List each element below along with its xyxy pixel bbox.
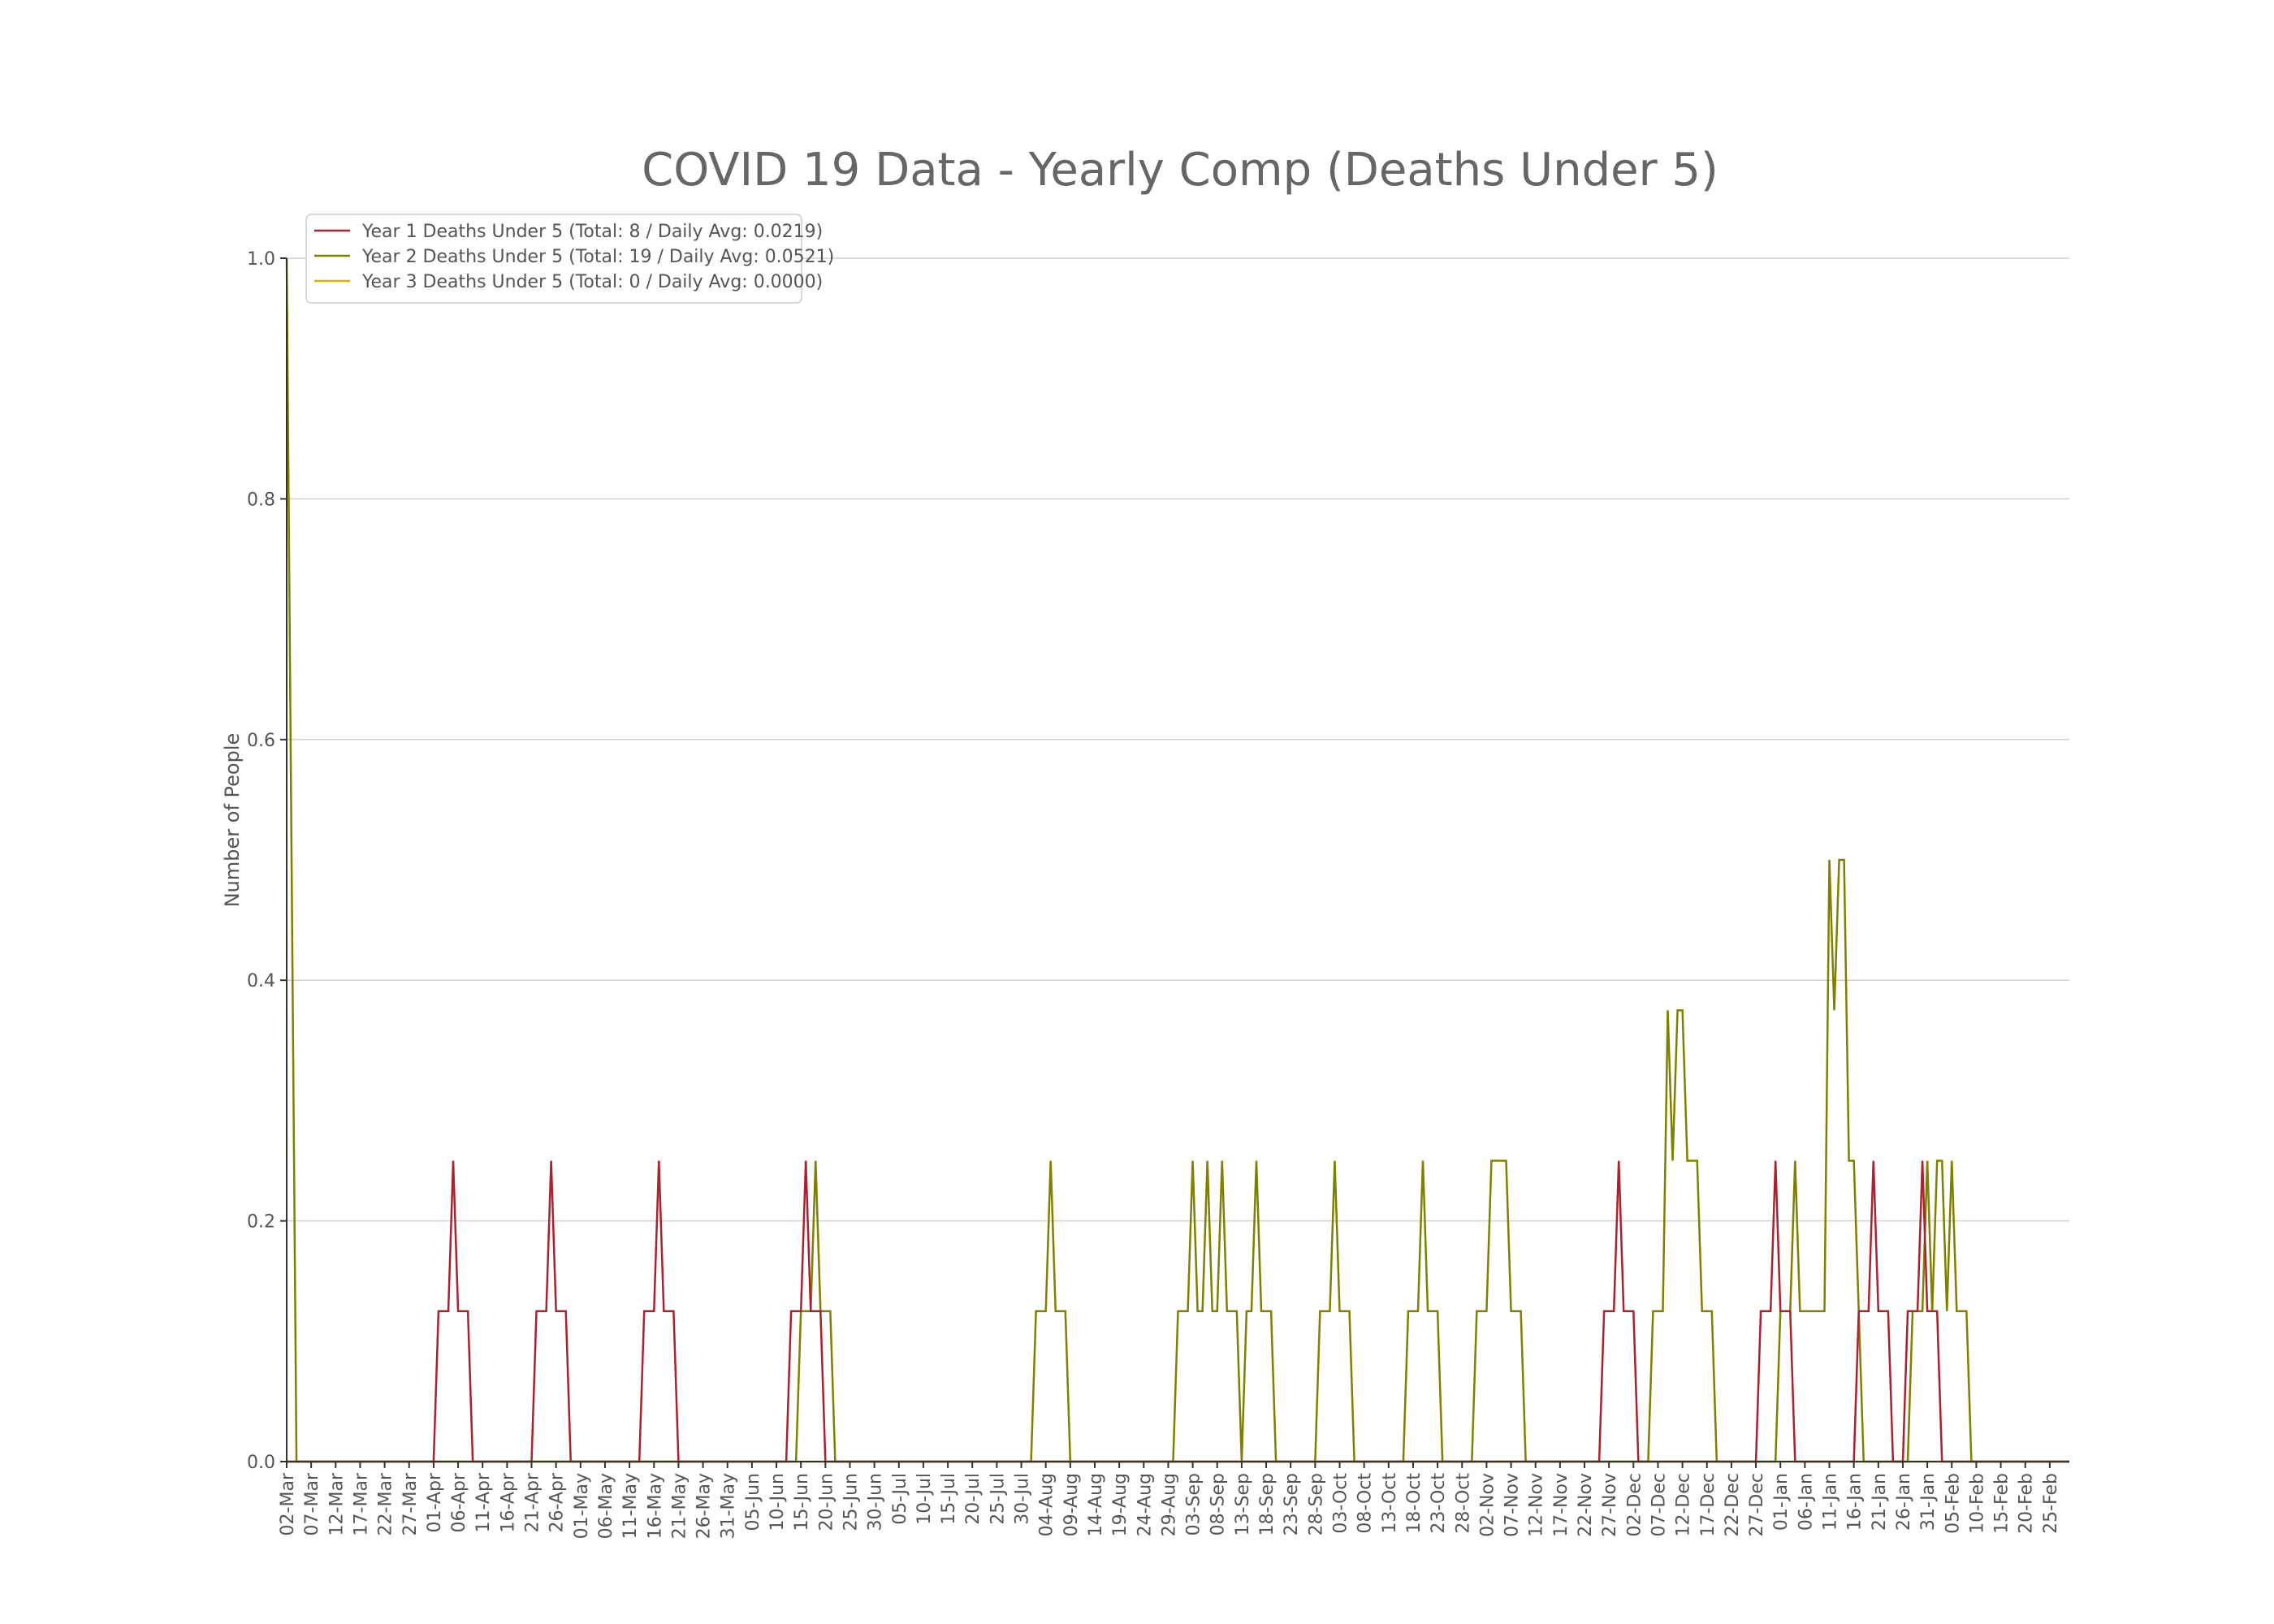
x-tick-label: 10-Jun — [767, 1473, 788, 1531]
x-tick-label: 21-May — [669, 1473, 690, 1539]
legend-label: Year 2 Deaths Under 5 (Total: 19 / Daily… — [361, 247, 834, 267]
x-tick-label: 21-Jan — [1870, 1473, 1890, 1531]
x-tick-label: 01-May — [572, 1473, 592, 1539]
x-tick-label: 02-Nov — [1477, 1473, 1498, 1537]
x-tick-label: 10-Feb — [1967, 1473, 1987, 1534]
y-tick-label: 0.8 — [247, 490, 275, 510]
x-tick-label: 05-Feb — [1943, 1473, 1963, 1534]
x-tick-label: 06-May — [596, 1473, 616, 1539]
x-tick-label: 22-Mar — [376, 1472, 396, 1535]
x-tick-label: 02-Mar — [278, 1472, 298, 1535]
x-tick-label: 11-Apr — [473, 1472, 494, 1532]
x-tick-label: 07-Nov — [1502, 1473, 1523, 1537]
x-tick-label: 22-Nov — [1576, 1473, 1596, 1537]
x-tick-label: 12-Mar — [326, 1472, 347, 1535]
x-tick-label: 21-Apr — [523, 1472, 543, 1532]
x-tick-label: 10-Jul — [914, 1473, 935, 1525]
x-tick-label: 05-Jun — [743, 1473, 763, 1531]
x-tick-label: 14-Aug — [1086, 1473, 1106, 1536]
x-tick-label: 28-Sep — [1306, 1473, 1326, 1535]
x-tick-label: 26-Jan — [1894, 1473, 1914, 1531]
x-tick-label: 26-May — [694, 1473, 715, 1539]
x-tick-label: 01-Apr — [425, 1472, 445, 1532]
x-tick-label: 13-Sep — [1233, 1473, 1253, 1535]
x-tick-label: 13-Oct — [1380, 1473, 1400, 1534]
x-tick-label: 12-Dec — [1674, 1473, 1694, 1537]
x-tick-label: 31-Jan — [1918, 1473, 1939, 1531]
x-tick-label: 20-Jul — [963, 1473, 984, 1525]
x-tick-label: 09-Aug — [1061, 1473, 1082, 1536]
legend-label: Year 3 Deaths Under 5 (Total: 0 / Daily … — [361, 272, 823, 292]
x-tick-label: 12-Nov — [1527, 1473, 1547, 1537]
x-tick-label: 16-May — [645, 1473, 665, 1539]
x-tick-label: 20-Feb — [2017, 1473, 2037, 1534]
y-tick-label: 0.6 — [247, 731, 275, 751]
legend-label: Year 1 Deaths Under 5 (Total: 8 / Daily … — [361, 222, 823, 242]
series-lines — [285, 257, 2069, 1463]
y-tick-label: 0.0 — [247, 1453, 275, 1473]
x-tick-label: 28-Oct — [1453, 1473, 1473, 1534]
x-tick-label: 11-Jan — [1821, 1473, 1841, 1531]
x-tick-label: 19-Aug — [1110, 1473, 1131, 1536]
x-tick-label: 30-Jun — [866, 1473, 886, 1531]
x-tick-label: 30-Jul — [1013, 1473, 1033, 1525]
x-tick-label: 16-Jan — [1845, 1473, 1865, 1531]
x-tick-label: 20-Jun — [816, 1473, 837, 1531]
x-tick-label: 15-Feb — [1992, 1473, 2012, 1534]
x-tick-label: 18-Oct — [1404, 1473, 1424, 1534]
x-tick-label: 17-Nov — [1551, 1473, 1571, 1537]
legend: Year 1 Deaths Under 5 (Total: 8 / Daily … — [305, 214, 834, 304]
x-tick-label: 23-Oct — [1429, 1473, 1449, 1534]
x-tick-label: 27-Dec — [1747, 1473, 1767, 1537]
x-tick-label: 06-Apr — [449, 1472, 469, 1532]
x-tick-label: 11-May — [620, 1473, 641, 1539]
legend-box — [305, 214, 802, 304]
x-tick-label: 23-Sep — [1282, 1473, 1302, 1535]
chart-title: COVID 19 Data - Yearly Comp (Deaths Unde… — [642, 144, 1718, 197]
x-tick-label: 26-Apr — [547, 1472, 568, 1532]
x-tick-label: 17-Mar — [351, 1472, 371, 1535]
axes: 0.0 0.2 0.4 0.6 0.8 1.0 02-Mar 07-Mar 12-Mar 17-M… — [247, 249, 2069, 1539]
x-tick-label: 07-Dec — [1649, 1473, 1669, 1537]
x-tick-label: 07-Mar — [302, 1472, 322, 1535]
x-tick-label: 08-Oct — [1355, 1473, 1376, 1534]
x-tick-label: 27-Mar — [400, 1472, 421, 1535]
x-tick-label: 16-Apr — [498, 1472, 518, 1532]
x-tick-label: 04-Aug — [1037, 1473, 1057, 1536]
x-tick-label: 01-Jan — [1771, 1473, 1792, 1531]
x-tick-label: 05-Jul — [890, 1473, 910, 1525]
y-tick-label: 1.0 — [247, 249, 275, 270]
x-tick-label: 22-Dec — [1723, 1473, 1743, 1537]
x-tick-label: 29-Aug — [1159, 1473, 1179, 1536]
y-tick-label: 0.4 — [247, 971, 275, 991]
x-tick-label: 17-Dec — [1698, 1473, 1718, 1537]
x-tick-label: 18-Sep — [1257, 1473, 1278, 1535]
x-tick-label: 24-Aug — [1135, 1473, 1155, 1536]
x-tick-label: 25-Feb — [2041, 1473, 2061, 1534]
x-tick-label: 02-Dec — [1624, 1473, 1645, 1537]
x-tick-label: 25-Jun — [841, 1473, 861, 1531]
x-tick-label: 27-Nov — [1600, 1473, 1620, 1537]
gridlines — [287, 257, 2069, 1222]
x-tick-label: 03-Sep — [1184, 1473, 1204, 1535]
x-tick-label: 03-Oct — [1330, 1473, 1351, 1534]
x-tick-label: 15-Jun — [792, 1473, 812, 1531]
x-tick-label: 31-May — [719, 1473, 739, 1539]
x-tick-label: 25-Jul — [988, 1473, 1008, 1525]
y-tick-label: 0.2 — [247, 1212, 275, 1233]
x-tick-label: 08-Sep — [1208, 1473, 1229, 1535]
x-tick-label: 06-Jan — [1796, 1473, 1816, 1531]
y-axis-label: Number of People — [221, 733, 244, 908]
x-tick-label: 15-Jul — [939, 1473, 959, 1525]
